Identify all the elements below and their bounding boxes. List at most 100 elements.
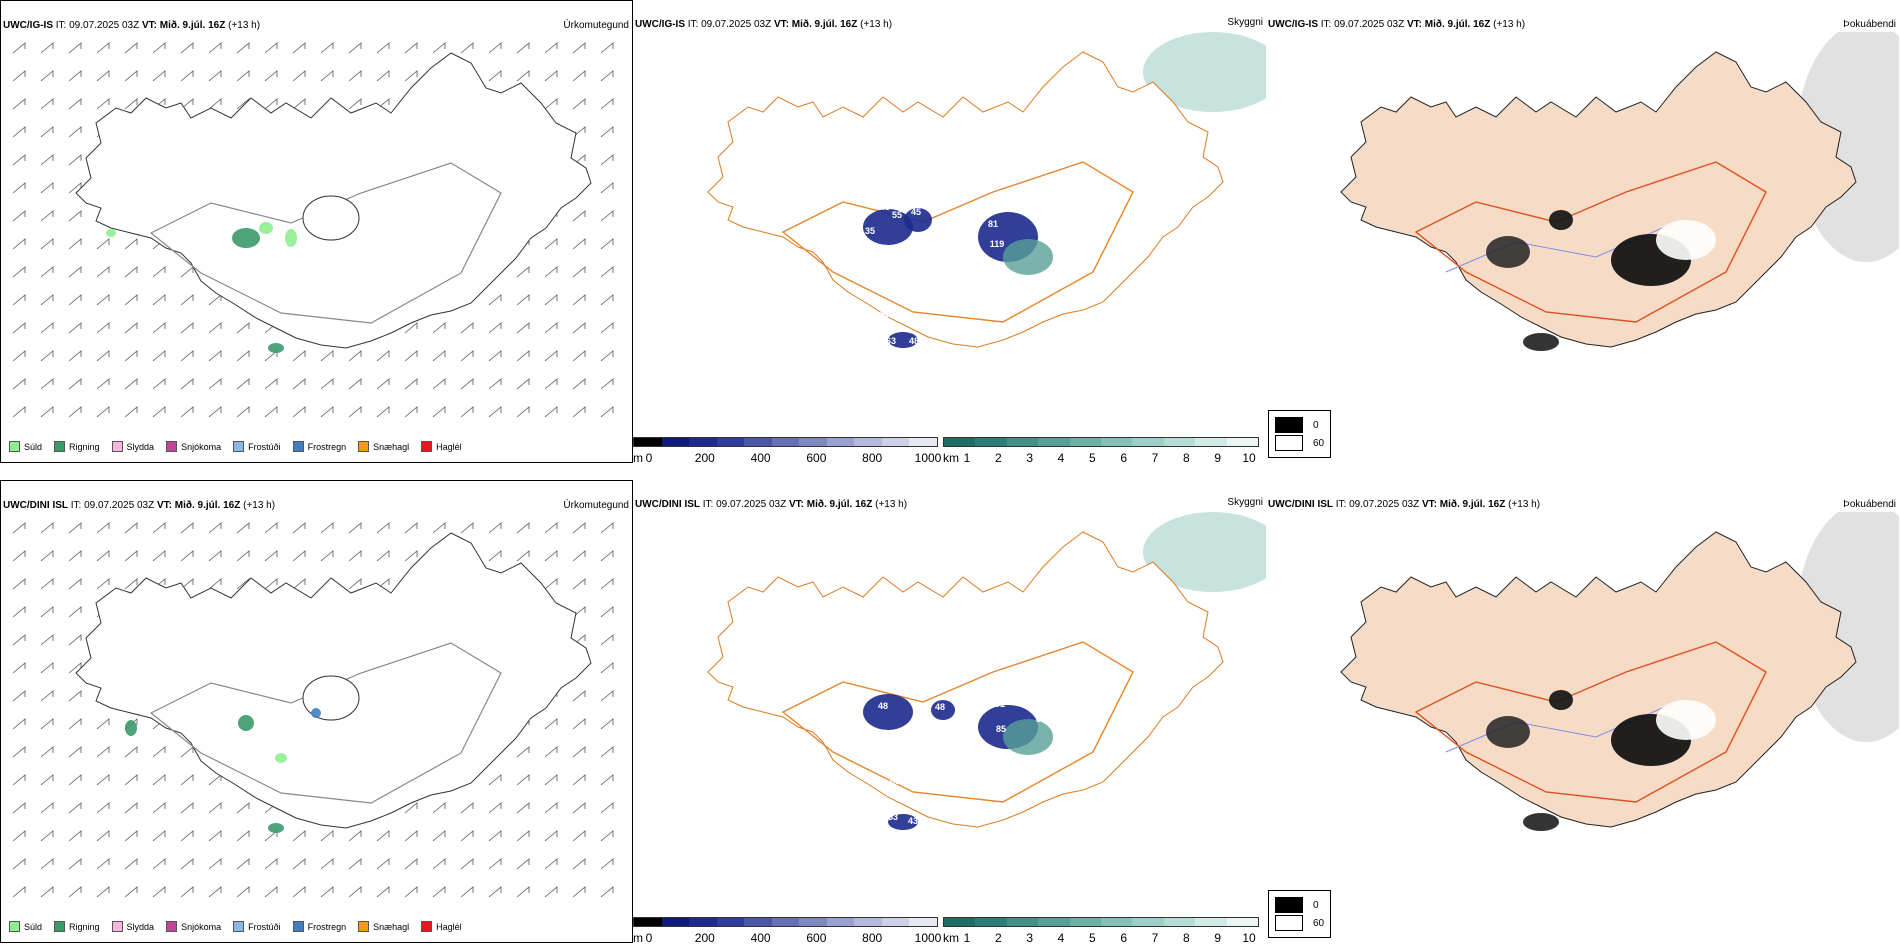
- wind-barb: [320, 858, 334, 870]
- wind-barb: [124, 522, 138, 534]
- wind-barb: [460, 42, 474, 54]
- wind-barb: [12, 182, 26, 194]
- colorbar-tick-label: 400: [750, 451, 771, 465]
- wind-barb: [68, 830, 82, 842]
- wind-barb: [600, 858, 614, 870]
- wind-barb: [40, 406, 54, 418]
- low-visibility-area: [1143, 32, 1266, 112]
- fog-legend-swatch: [1275, 435, 1303, 451]
- fog-legend-row: 60: [1275, 435, 1324, 451]
- legend-swatch: [111, 441, 123, 452]
- colorbar-tick-label: 400: [750, 931, 771, 945]
- colorbar-tick-label: 600: [806, 931, 827, 945]
- wind-barb: [40, 98, 54, 110]
- wind-barb: [404, 522, 418, 534]
- wind-barb: [264, 522, 278, 534]
- wind-barb: [348, 70, 362, 82]
- wind-barb: [68, 886, 82, 898]
- wind-barb: [68, 266, 82, 278]
- wind-barb: [516, 886, 530, 898]
- wind-barb: [600, 746, 614, 758]
- colorbar-tick-label: 10: [1242, 931, 1256, 945]
- wind-barb: [236, 550, 250, 562]
- wind-barb: [208, 830, 222, 842]
- ceiling-value-label: 87: [1036, 714, 1046, 724]
- wind-barb: [124, 322, 138, 334]
- wind-barb: [208, 70, 222, 82]
- wind-barb: [376, 830, 390, 842]
- colorbar-tick-label: 6: [1120, 931, 1127, 945]
- wind-barb: [124, 238, 138, 250]
- wind-barb: [40, 154, 54, 166]
- low-ceiling-area: [888, 332, 918, 348]
- colorbar-unit: km: [943, 931, 959, 945]
- road-network: [149, 642, 502, 804]
- panel-header: UWC/IG-IS IT: 09.07.2025 03Z VT: Mið. 9.…: [3, 20, 261, 31]
- wind-barb: [152, 774, 166, 786]
- iceland-outline: [75, 532, 592, 833]
- legend-swatch: [166, 921, 178, 932]
- colorbar-tick-label: 600: [806, 451, 827, 465]
- glacier: [302, 195, 360, 241]
- wind-barb: [572, 238, 586, 250]
- wind-barb: [348, 830, 362, 842]
- wind-barb: [320, 522, 334, 534]
- wind-barb: [12, 98, 26, 110]
- colorbar-unit: km: [943, 451, 959, 465]
- rain-area: [125, 720, 137, 736]
- wind-barb: [180, 378, 194, 390]
- wind-barb: [572, 98, 586, 110]
- wind-barb: [208, 294, 222, 306]
- wind-barb: [572, 858, 586, 870]
- wind-barb: [488, 42, 502, 54]
- panel-header: UWC/DINI ISL IT: 09.07.2025 03Z VT: Mið.…: [635, 499, 908, 510]
- wind-barb: [544, 858, 558, 870]
- drizzle-area: [106, 229, 116, 237]
- wind-barb: [516, 294, 530, 306]
- wind-barb: [152, 70, 166, 82]
- legend-item: Slydda: [111, 441, 154, 452]
- wind-barb: [68, 606, 82, 618]
- wind-barb: [12, 126, 26, 138]
- wind-barb: [96, 886, 110, 898]
- wind-barb: [180, 746, 194, 758]
- wind-barb: [236, 350, 250, 362]
- wind-barb: [320, 350, 334, 362]
- low-ceiling-area: [863, 209, 913, 245]
- wind-barb: [292, 578, 306, 590]
- wind-barb: [208, 858, 222, 870]
- wind-barb: [40, 238, 54, 250]
- wind-barb: [488, 406, 502, 418]
- wind-barb: [600, 606, 614, 618]
- wind-barb: [68, 350, 82, 362]
- fog-legend: 0 60: [1268, 890, 1332, 938]
- wind-barb: [208, 886, 222, 898]
- legend-swatch: [292, 921, 304, 932]
- wind-barb: [208, 322, 222, 334]
- legend-label: Frostúði: [248, 441, 281, 452]
- wind-barb: [12, 858, 26, 870]
- legend-label: Súld: [24, 441, 43, 452]
- wind-barb: [460, 350, 474, 362]
- colorbar-strip: [943, 917, 1259, 927]
- wind-barb: [180, 774, 194, 786]
- wind-barb: [180, 70, 194, 82]
- wind-barb: [40, 690, 54, 702]
- wind-barb: [12, 70, 26, 82]
- wind-barb: [544, 830, 558, 842]
- legend-item: Frostúði: [233, 921, 281, 932]
- wind-barb: [488, 550, 502, 562]
- wind-barb: [40, 634, 54, 646]
- wind-barb: [180, 802, 194, 814]
- colorbar-tick-label: 2: [994, 451, 1002, 465]
- legend-label: Súld: [24, 921, 43, 932]
- precip-type-legend: Súld Rigning Slydda Snjókoma Frostúði Frostre…: [9, 921, 462, 932]
- wind-barb: [488, 294, 502, 306]
- fog-legend-row: 60: [1275, 915, 1324, 931]
- colorbar-tick-label: 200: [694, 451, 715, 465]
- fog-legend-swatch: [1275, 897, 1303, 913]
- wind-barb: [572, 406, 586, 418]
- wind-barb: [544, 238, 558, 250]
- wind-barb: [348, 522, 362, 534]
- wind-barb: [432, 830, 446, 842]
